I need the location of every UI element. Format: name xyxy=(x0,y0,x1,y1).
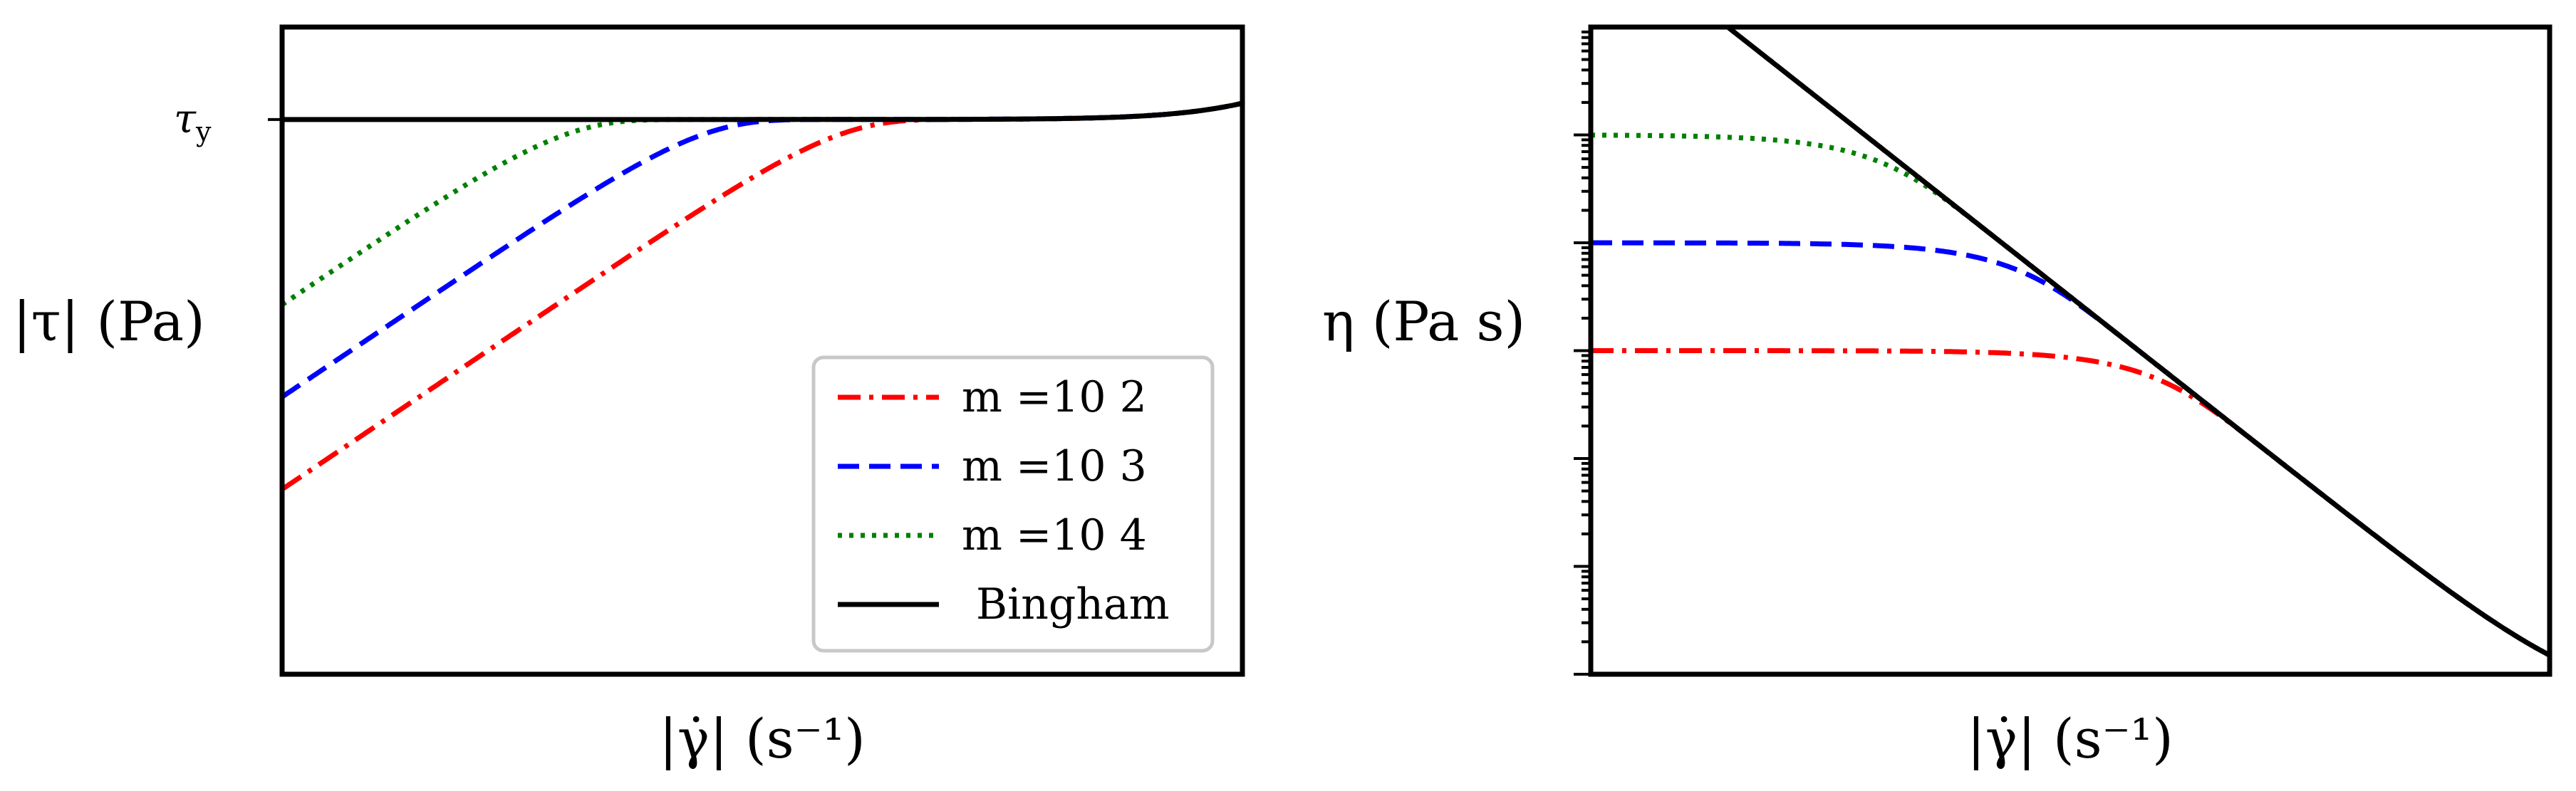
viscosity-series-m1e4 xyxy=(1591,132,2550,658)
yield-stress-label: τy xyxy=(174,96,212,147)
stress-series-m1e2 xyxy=(282,100,1242,492)
viscosity-series-m1e3 xyxy=(1591,240,2550,658)
viscosity-y-ticks xyxy=(1574,30,1591,676)
stress-curves xyxy=(282,100,1242,492)
viscosity-x-axis-label: |γ̇| (s⁻¹) xyxy=(1967,707,2174,770)
legend-box xyxy=(811,355,1215,653)
legend: m =10 2 m =10 3 m =10 4 Bingham xyxy=(811,355,1215,653)
legend-label-m1e4: m =10 4 xyxy=(962,510,1147,560)
stress-series-bingham xyxy=(282,100,1242,122)
viscosity-y-axis-label: η (Pa s) xyxy=(1322,290,1525,353)
stress-y-axis-label: |τ| (Pa) xyxy=(13,290,205,353)
stress-plot-frame xyxy=(279,24,1245,677)
legend-label-bingham: Bingham xyxy=(976,580,1170,629)
viscosity-curves xyxy=(1591,27,2550,658)
stress-panel: τy |τ| (Pa) |γ̇| (s⁻¹) m =10 2 m =10 3 m… xyxy=(13,24,1245,770)
stress-series-m1e4 xyxy=(282,100,1242,307)
viscosity-plot-frame xyxy=(1588,24,2552,677)
stress-x-axis-label: |γ̇| (s⁻¹) xyxy=(659,707,866,770)
viscosity-series-m1e2 xyxy=(1591,348,2550,658)
legend-label-m1e2: m =10 2 xyxy=(962,372,1147,422)
viscosity-panel: η (Pa s) |γ̇| (s⁻¹) xyxy=(1322,24,2552,770)
viscosity-series-bingham xyxy=(1723,27,2550,658)
legend-label-m1e3: m =10 3 xyxy=(962,441,1147,491)
stress-series-m1e3 xyxy=(282,100,1242,399)
